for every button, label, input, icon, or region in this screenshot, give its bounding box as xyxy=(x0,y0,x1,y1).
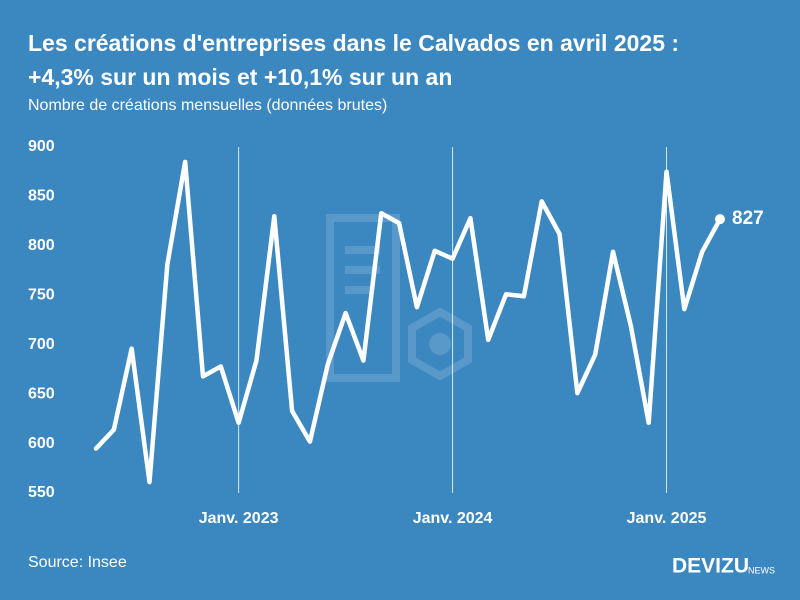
y-tick-label: 650 xyxy=(28,385,55,402)
x-tick-label: Janv. 2025 xyxy=(627,510,707,527)
value-label: 827 xyxy=(732,208,764,229)
y-tick-label: 800 xyxy=(28,237,55,254)
y-tick-label: 750 xyxy=(28,287,55,304)
y-tick-label: 850 xyxy=(28,188,55,205)
line xyxy=(93,159,723,485)
y-tick-label: 600 xyxy=(28,435,55,452)
y-tick-label: 550 xyxy=(28,484,55,501)
watermark xyxy=(326,214,472,382)
logo-sub: NEWS xyxy=(748,565,775,575)
logo: DEVIZU xyxy=(672,555,749,578)
subtitle: Nombre de créations mensuelles (données … xyxy=(28,97,387,114)
chart-title: +4,3% sur un mois et +10,1% sur un an xyxy=(28,64,452,90)
x-tick-label: Janv. 2024 xyxy=(413,510,493,527)
x-tick-label: Janv. 2023 xyxy=(199,510,279,527)
source: Source: Insee xyxy=(28,554,127,571)
y-tick-label: 900 xyxy=(28,138,55,155)
end-point xyxy=(715,214,725,225)
chart-title: Les créations d'entreprises dans le Calv… xyxy=(28,30,679,56)
y-tick-label: 700 xyxy=(28,336,55,353)
